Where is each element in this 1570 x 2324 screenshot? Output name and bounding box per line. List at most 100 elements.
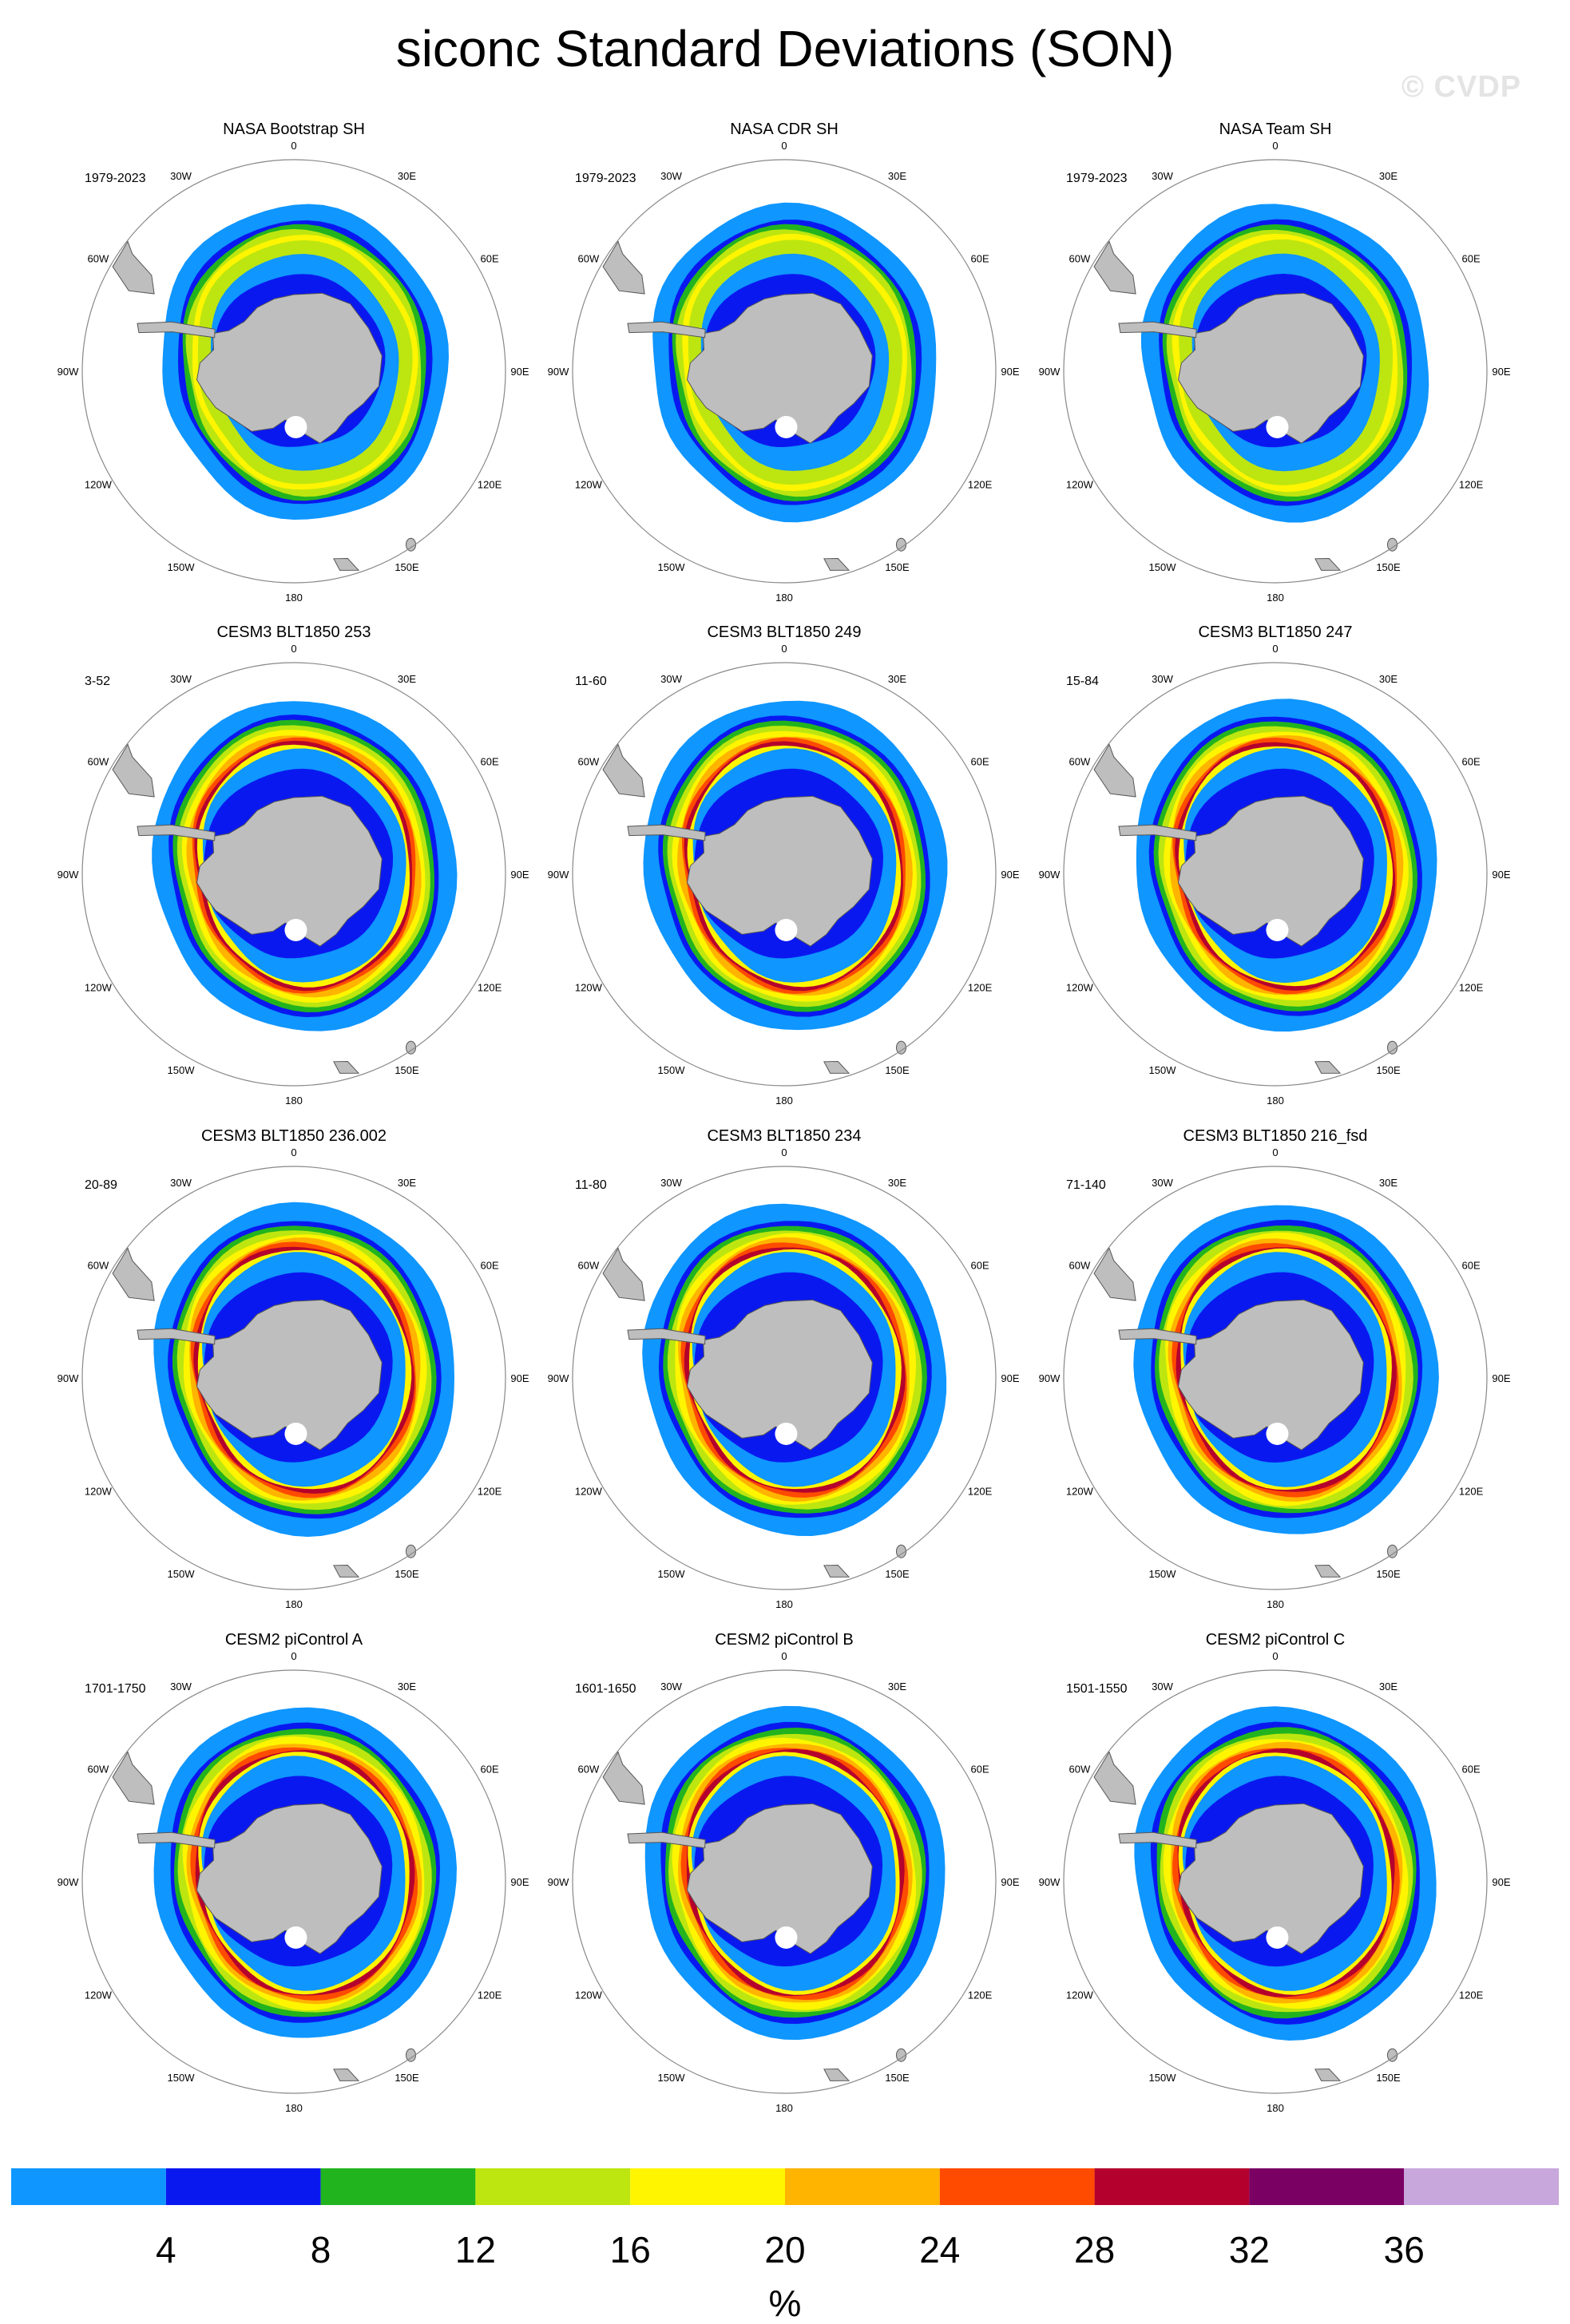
map-panel: NASA CDR SH 1979-2023 0 30E 60E 90E 120E 150E 18… — [537, 120, 1032, 604]
antarctica-landmass — [1177, 292, 1364, 444]
longitude-label: 30E — [398, 170, 416, 182]
longitude-label: 60E — [971, 1260, 989, 1272]
colorbar: 4 8 12 16 20 24 28 32 36 — [11, 2168, 1559, 2271]
antarctic-peninsula — [627, 1328, 706, 1345]
longitude-label: 60W — [578, 253, 600, 265]
south-america-tip — [602, 743, 645, 798]
longitude-label: 150E — [885, 1568, 910, 1580]
new-zealand — [823, 2068, 850, 2081]
map-boundary-circle — [81, 1166, 506, 1590]
south-america-tip — [602, 240, 645, 295]
longitude-label: 120W — [1066, 479, 1094, 491]
longitude-label: 60W — [1069, 1764, 1091, 1776]
longitude-label: 120E — [1459, 1486, 1484, 1498]
colorbar-tick-label: 16 — [610, 2229, 651, 2271]
longitude-label: 30W — [170, 1681, 192, 1693]
longitude-label: 150W — [168, 2072, 196, 2084]
colorbar-tick-label: 12 — [455, 2229, 496, 2271]
longitude-label: 120E — [1459, 479, 1484, 491]
panel-title: CESM3 BLT1850 249 — [707, 624, 862, 641]
longitude-label: 150E — [1376, 1064, 1401, 1076]
panel-period: 1979-2023 — [85, 172, 146, 185]
colorbar-segment — [1404, 2168, 1559, 2205]
longitude-label: 120W — [575, 479, 603, 491]
panel-title: CESM3 BLT1850 247 — [1198, 624, 1353, 641]
longitude-label: 30E — [888, 1177, 906, 1189]
longitude-label: 150E — [394, 561, 419, 573]
ross-ice-shelf-gap — [284, 1926, 307, 1949]
panel-title: CESM3 BLT1850 253 — [216, 624, 371, 641]
map-boundary-circle — [572, 1166, 997, 1590]
longitude-label: 60E — [971, 756, 989, 768]
colorbar-tick-label: 28 — [1074, 2229, 1115, 2271]
ross-ice-shelf-gap — [1266, 918, 1289, 941]
longitude-label: 150E — [1376, 1568, 1401, 1580]
longitude-label: 0 — [781, 1146, 787, 1158]
south-america-tip — [602, 1247, 645, 1301]
map-panel: CESM3 BLT1850 234 11-80 0 30E 60E 90E 120E 150E… — [537, 1126, 1032, 1610]
map-boundary-circle — [572, 1669, 997, 2094]
south-america-tip — [1093, 1751, 1136, 1805]
longitude-label: 90E — [510, 366, 529, 378]
colorbar-tick-label: 24 — [919, 2229, 960, 2271]
antarctica-landmass — [686, 795, 873, 947]
antarctic-peninsula — [137, 1328, 216, 1345]
longitude-label: 150W — [658, 2072, 686, 2084]
ross-ice-shelf-gap — [284, 415, 307, 438]
panel-period: 1979-2023 — [1066, 172, 1128, 185]
colorbar-segment — [11, 2168, 166, 2205]
south-america-tip — [112, 1247, 155, 1301]
longitude-label: 30W — [1152, 1177, 1173, 1189]
new-zealand — [333, 1564, 360, 1578]
antarctic-peninsula — [627, 321, 706, 339]
longitude-label: 120W — [1066, 1486, 1094, 1498]
map-boundary-circle — [1063, 662, 1488, 1087]
tasmania — [896, 1040, 907, 1055]
panel-period: 1701-1750 — [85, 1682, 146, 1696]
longitude-label: 60W — [1069, 756, 1091, 768]
antarctic-peninsula — [137, 1831, 216, 1849]
longitude-label: 30W — [660, 170, 682, 182]
antarctica-landmass — [686, 1299, 873, 1451]
longitude-label: 180 — [1267, 1095, 1284, 1107]
panel-title: CESM3 BLT1850 234 — [707, 1127, 862, 1145]
longitude-label: 120E — [968, 1989, 993, 2001]
new-zealand — [333, 557, 360, 571]
longitude-label: 30W — [1152, 673, 1173, 685]
new-zealand — [1314, 1564, 1342, 1578]
longitude-label: 60E — [481, 756, 499, 768]
longitude-label: 30W — [170, 673, 192, 685]
colorbar-tick-label: 20 — [764, 2229, 805, 2271]
longitude-label: 0 — [291, 643, 296, 655]
longitude-label: 60W — [1069, 1260, 1091, 1272]
antarctic-peninsula — [1118, 1831, 1197, 1849]
longitude-label: 150E — [394, 1064, 419, 1076]
longitude-label: 90W — [548, 366, 569, 378]
polar-stereographic-map: 0 30E 60E 90E 120E 150E 180 150W 120W 90W 60W 30W — [548, 140, 1020, 604]
longitude-label: 0 — [781, 140, 787, 152]
polar-stereographic-map: 0 30E 60E 90E 120E 150E 180 150W 120W 90W 60W 30W — [548, 1146, 1020, 1610]
longitude-label: 150E — [1376, 561, 1401, 573]
antarctica-landmass — [1177, 1803, 1364, 1954]
polar-stereographic-map: 0 30E 60E 90E 120E 150E 180 150W 120W 90W 60W 30W — [1039, 643, 1511, 1107]
panel-period: 11-60 — [575, 675, 607, 688]
ross-ice-shelf-gap — [1266, 1926, 1289, 1949]
colorbar-segment — [1249, 2168, 1405, 2205]
antarctic-peninsula — [137, 824, 216, 841]
longitude-label: 120W — [85, 982, 113, 994]
longitude-label: 180 — [775, 592, 793, 604]
tasmania — [1387, 1544, 1398, 1558]
new-zealand — [1314, 2068, 1342, 2081]
longitude-label: 120W — [575, 1486, 603, 1498]
panel-period: 3-52 — [85, 675, 111, 688]
longitude-label: 30E — [1379, 673, 1398, 685]
panel-period: 1979-2023 — [575, 172, 636, 185]
panel-title: CESM3 BLT1850 216_fsd — [1183, 1127, 1368, 1145]
polar-stereographic-map: 0 30E 60E 90E 120E 150E 180 150W 120W 90W 60W 30W — [548, 1650, 1020, 2114]
longitude-label: 30E — [888, 1681, 906, 1693]
longitude-label: 150E — [394, 1568, 419, 1580]
antarctica-landmass — [1177, 1299, 1364, 1451]
polar-stereographic-map: 0 30E 60E 90E 120E 150E 180 150W 120W 90W 60W 30W — [57, 140, 529, 604]
longitude-label: 30E — [888, 673, 906, 685]
